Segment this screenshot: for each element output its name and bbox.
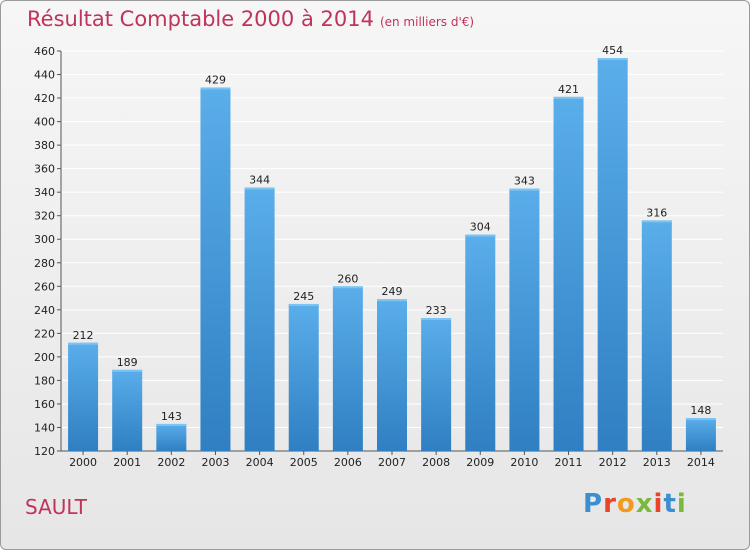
y-tick-label: 420 xyxy=(34,92,55,105)
bar-2011[interactable] xyxy=(553,96,584,451)
data-label-2004: 344 xyxy=(249,173,270,186)
bar-highlight xyxy=(641,220,672,223)
bar-highlight xyxy=(112,369,143,372)
bars xyxy=(68,58,716,452)
bar-highlight xyxy=(597,58,628,61)
x-tick-label: 2003 xyxy=(201,456,229,469)
x-tick-label: 2014 xyxy=(687,456,715,469)
data-label-2002: 143 xyxy=(161,410,182,423)
logo-letter: o xyxy=(616,489,636,519)
bar-highlight xyxy=(421,318,452,321)
y-tick-label: 180 xyxy=(34,374,55,387)
bar-2008[interactable] xyxy=(421,318,452,451)
y-tick-label: 140 xyxy=(34,421,55,434)
data-label-2011: 421 xyxy=(558,83,579,96)
bar-2003[interactable] xyxy=(200,87,231,452)
y-tick-label: 280 xyxy=(34,257,55,270)
data-labels: 212 189 143 429 344 245 260 249 233 304 343 421 454 3… xyxy=(73,44,712,423)
y-tick-label: 240 xyxy=(34,304,55,317)
bar-2005[interactable] xyxy=(288,303,319,451)
bar-2013[interactable] xyxy=(641,220,672,451)
bar-highlight xyxy=(288,303,319,306)
bar-highlight xyxy=(156,423,187,426)
bar-highlight xyxy=(244,187,275,190)
data-label-2006: 260 xyxy=(337,272,358,285)
y-tick-labels: 120 140 160 180 200 220 240 260 280 300 320 340 360 3… xyxy=(34,45,55,458)
y-tick-label: 200 xyxy=(34,351,55,364)
bar-2001[interactable] xyxy=(112,369,143,451)
x-tick-label: 2006 xyxy=(334,456,362,469)
bar-2009[interactable] xyxy=(465,234,496,451)
y-tick-label: 300 xyxy=(34,233,55,246)
y-tick-label: 320 xyxy=(34,210,55,223)
data-label-2010: 343 xyxy=(514,175,535,188)
logo-letter: P xyxy=(583,489,604,519)
data-label-2001: 189 xyxy=(117,356,138,369)
x-tick-label: 2012 xyxy=(599,456,627,469)
x-tick-label: 2004 xyxy=(246,456,274,469)
bar-highlight xyxy=(553,96,584,99)
x-tick-label: 2010 xyxy=(510,456,538,469)
x-tick-label: 2005 xyxy=(290,456,318,469)
bar-highlight xyxy=(465,234,496,237)
data-label-2013: 316 xyxy=(646,206,667,219)
bar-2000[interactable] xyxy=(68,342,99,451)
place-name: SAULT xyxy=(25,495,87,519)
data-label-2012: 454 xyxy=(602,44,623,57)
y-tick-label: 380 xyxy=(34,139,55,152)
bar-2004[interactable] xyxy=(244,187,275,451)
bar-2010[interactable] xyxy=(509,188,540,451)
bar-2006[interactable] xyxy=(332,286,363,451)
data-label-2003: 429 xyxy=(205,73,226,86)
chart-subtitle: (en milliers d'€) xyxy=(379,15,475,29)
x-tick-label: 2001 xyxy=(113,456,141,469)
y-tick-label: 400 xyxy=(34,116,55,129)
chart-title: Résultat Comptable 2000 à 2014 (en millie… xyxy=(27,7,474,31)
y-tick-label: 120 xyxy=(34,445,55,458)
data-label-2007: 249 xyxy=(382,285,403,298)
bar-highlight xyxy=(509,188,540,191)
data-label-2005: 245 xyxy=(293,290,314,303)
data-label-2008: 233 xyxy=(426,304,447,317)
data-label-2014: 148 xyxy=(690,404,711,417)
y-tick-label: 220 xyxy=(34,327,55,340)
y-tick-label: 460 xyxy=(34,45,55,58)
bar-2014[interactable] xyxy=(685,418,716,451)
x-tick-label: 2009 xyxy=(466,456,494,469)
x-tick-label: 2013 xyxy=(643,456,671,469)
x-tick-label: 2007 xyxy=(378,456,406,469)
logo-letter: i xyxy=(653,489,664,519)
x-tick-label: 2002 xyxy=(157,456,185,469)
bar-highlight xyxy=(332,286,363,289)
bar-2012[interactable] xyxy=(597,58,628,451)
bar-highlight xyxy=(68,342,99,345)
y-tick-label: 260 xyxy=(34,280,55,293)
data-label-2009: 304 xyxy=(470,221,491,234)
y-tick-label: 160 xyxy=(34,398,55,411)
logo-letter: i xyxy=(676,489,687,519)
x-tick-labels: 2000 2001 2002 2003 2004 2005 2006 2007 2008 2009… xyxy=(69,451,715,469)
y-tick-label: 360 xyxy=(34,163,55,176)
bar-2007[interactable] xyxy=(377,299,407,451)
x-tick-label: 2000 xyxy=(69,456,97,469)
y-tick-label: 440 xyxy=(34,69,55,82)
bar-highlight xyxy=(685,418,716,421)
bar-highlight xyxy=(377,299,407,302)
bar-2002[interactable] xyxy=(156,423,187,451)
bar-highlight xyxy=(200,87,231,90)
data-label-2000: 212 xyxy=(73,329,94,342)
x-tick-label: 2011 xyxy=(555,456,583,469)
logo-letter: r xyxy=(603,489,617,519)
x-tick-label: 2008 xyxy=(422,456,450,469)
logo-letter: x xyxy=(635,489,654,519)
proxiti-logo[interactable]: Proxiti xyxy=(583,489,687,519)
chart-title-text: Résultat Comptable 2000 à 2014 xyxy=(27,7,374,31)
y-tick-label: 340 xyxy=(34,186,55,199)
logo-letter: t xyxy=(663,489,677,519)
